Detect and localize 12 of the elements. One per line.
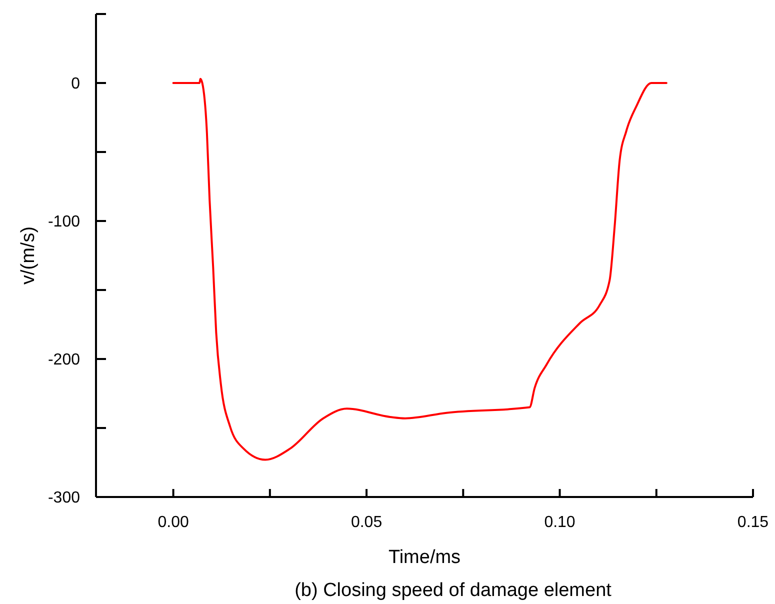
x-tick-label: 0.05 xyxy=(350,514,382,531)
y-axis-title: v/(m/s) xyxy=(18,226,39,285)
text: (b) Closing speed of damage element xyxy=(294,580,612,601)
y-tick-label: -200 xyxy=(48,352,80,369)
x-tick-label: 0.00 xyxy=(158,514,189,531)
x-axis-title: Time/ms xyxy=(388,547,461,568)
line-series xyxy=(172,78,668,461)
x-tick-label: 0.15 xyxy=(737,514,769,531)
x-tick-label: 0.10 xyxy=(544,514,576,531)
y-tick-label: -100 xyxy=(48,214,80,231)
y-tick-label: 0 xyxy=(71,76,80,93)
y-tick-label: -300 xyxy=(48,490,80,507)
